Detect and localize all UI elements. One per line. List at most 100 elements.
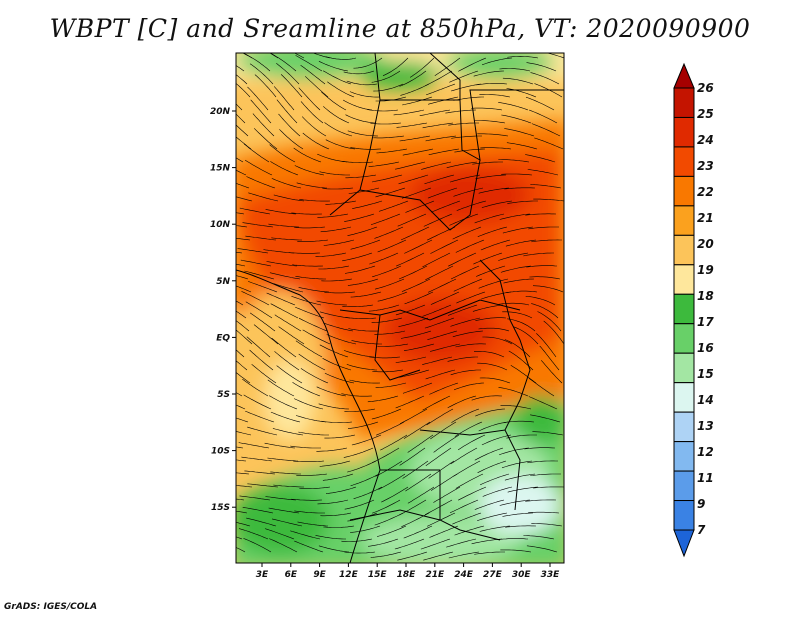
streamline (290, 445, 321, 449)
streamline (473, 70, 505, 77)
streamline (236, 182, 250, 189)
streamline (523, 535, 555, 540)
streamline (401, 330, 432, 339)
streamline (298, 431, 329, 436)
lat-tick-label: 5N (216, 277, 230, 287)
streamline (236, 522, 251, 527)
streamline (540, 360, 563, 384)
streamline (353, 486, 383, 499)
streamline (399, 70, 427, 87)
streamline (524, 447, 556, 450)
streamline (276, 365, 303, 384)
streamline (316, 447, 348, 452)
streamline (423, 213, 453, 227)
streamline (481, 434, 512, 446)
streamline (481, 200, 513, 208)
streamline (420, 538, 451, 550)
streamline (453, 382, 485, 391)
streamline (264, 528, 295, 540)
streamline (239, 207, 271, 215)
streamline (245, 410, 275, 423)
chart-title: WBPT [C] and Sreamline at 850hPa, VT: 20… (49, 14, 751, 43)
streamline (471, 395, 503, 401)
colorbar-swatch (673, 470, 695, 502)
colorbar-swatch (673, 205, 695, 236)
streamline (271, 178, 302, 189)
streamline (271, 337, 297, 358)
streamline (296, 473, 328, 476)
lon-tick-label: 6E (285, 570, 298, 580)
streamline (278, 326, 305, 345)
colorbar-swatch (673, 175, 695, 207)
streamline (367, 109, 399, 112)
streamline (499, 499, 531, 506)
streamline (447, 395, 477, 409)
streamline (532, 431, 564, 436)
streamline (252, 113, 275, 137)
streamline (236, 300, 244, 306)
streamline (371, 174, 403, 183)
streamline (403, 525, 433, 539)
streamline (425, 447, 452, 466)
streamline (376, 148, 408, 154)
streamline (501, 173, 533, 176)
streamline (318, 545, 350, 553)
streamline (426, 408, 454, 426)
colorbar-swatch (673, 146, 695, 177)
streamline (499, 68, 531, 72)
streamline (316, 300, 348, 306)
streamline (325, 200, 357, 205)
streamline (236, 263, 246, 267)
colorbar-swatch (673, 323, 695, 354)
streamline (343, 350, 375, 358)
streamline (300, 368, 329, 384)
streamline (499, 213, 531, 220)
streamline (295, 415, 327, 423)
streamline (249, 349, 274, 371)
streamline (295, 340, 323, 358)
streamline (473, 252, 503, 265)
colorbar-bottom-arrow (673, 529, 695, 558)
streamline (397, 213, 427, 227)
colorbar-swatch (673, 500, 695, 531)
streamline (503, 278, 535, 284)
streamline (507, 200, 538, 204)
streamline (530, 414, 561, 423)
streamline (457, 434, 486, 451)
streamline (506, 434, 537, 439)
streamline (236, 225, 248, 228)
streamline (270, 471, 301, 475)
streamline (529, 276, 561, 280)
streamline (450, 83, 482, 92)
streamline (430, 473, 458, 491)
streamline (248, 192, 279, 202)
streamline (325, 56, 357, 60)
streamline (527, 460, 558, 464)
streamline (346, 364, 378, 371)
streamline (473, 351, 505, 358)
streamline (456, 200, 487, 211)
colorbar-label: 26 (697, 81, 714, 95)
streamline (528, 377, 555, 397)
streamlines (236, 53, 564, 561)
streamline (349, 91, 381, 98)
streamline (525, 96, 555, 111)
streamline (240, 259, 272, 267)
streamline (352, 200, 383, 209)
streamline (373, 83, 404, 92)
streamline (498, 387, 529, 397)
streamline (525, 499, 557, 502)
streamline (297, 239, 329, 242)
streamline (345, 317, 377, 319)
streamline (319, 460, 351, 467)
streamline (455, 343, 487, 348)
streamline (452, 512, 482, 525)
streamline (236, 459, 247, 462)
streamline (367, 395, 399, 403)
streamline (377, 239, 407, 253)
streamline (317, 499, 349, 505)
streamline (268, 223, 300, 228)
streamline (527, 169, 559, 176)
colorbar-label: 24 (697, 133, 714, 147)
colorbar-swatch (673, 352, 695, 384)
